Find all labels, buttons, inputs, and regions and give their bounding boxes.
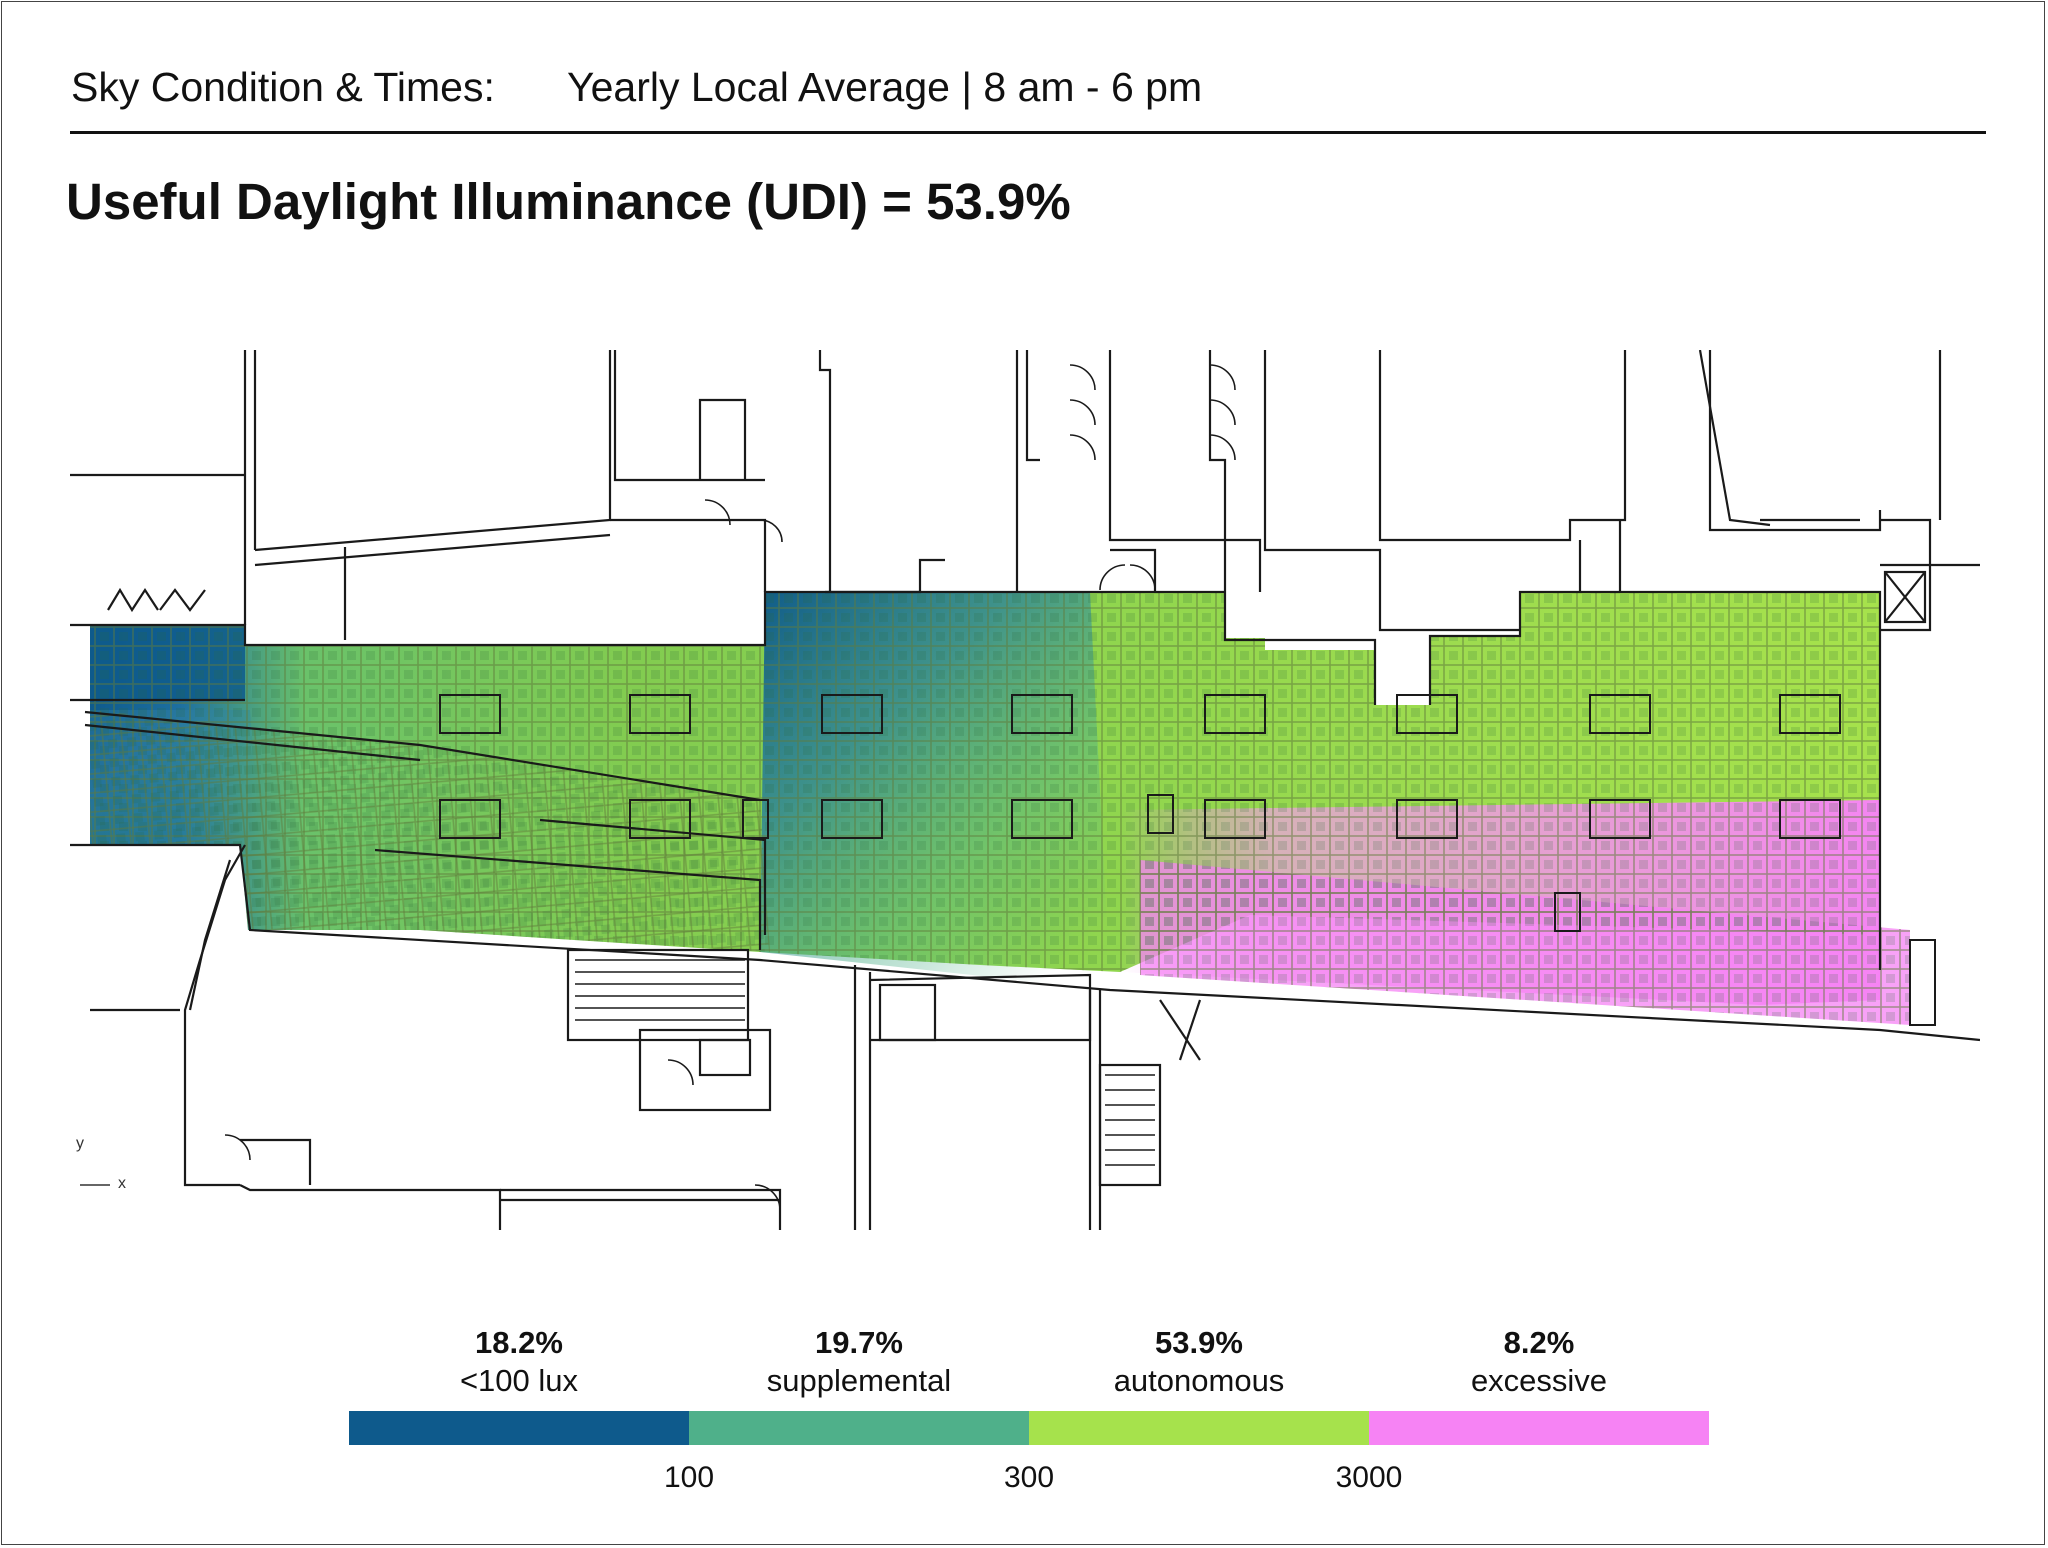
legend-swatch-autonomous [1029,1411,1369,1445]
legend-percent-supplemental: 19.7% [815,1325,903,1360]
legend-label-low: <100 lux [459,1363,579,1398]
udi-title-label: Useful Daylight Illuminance (UDI) = [66,173,912,230]
legend-percent-excessive: 8.2% [1503,1325,1575,1360]
legend-label-excessive: excessive [1470,1363,1608,1398]
legend-percent-low: 18.2% [475,1325,563,1360]
legend-swatch-low [349,1411,689,1445]
axis-y-label: y [76,1135,84,1152]
legend-swatch-supplemental [689,1411,1029,1445]
column-marks [439,694,1936,1026]
sky-condition-label: Sky Condition & Times: [71,64,495,110]
udi-title: Useful Daylight Illuminance (UDI) = 53.9… [66,172,1071,232]
legend-threshold-3000: 3000 [1335,1461,1403,1494]
stair-treads [575,959,1155,1166]
udi-title-value: 53.9% [926,173,1071,230]
sky-condition-value: Yearly Local Average | 8 am - 6 pm [567,64,1203,110]
legend-label-autonomous: autonomous [1113,1363,1285,1398]
axis-x-label: x [118,1175,126,1192]
legend-swatch-excessive [1369,1411,1709,1445]
udi-legend: 18.2% <100 lux 19.7% supplemental 53.9% … [349,1325,1709,1494]
sky-condition-row: Sky Condition & Times: Yearly Local Avera… [71,62,1202,112]
legend-percent-autonomous: 53.9% [1155,1325,1243,1360]
header-divider [70,131,1986,134]
legend-threshold-300: 300 [1003,1461,1055,1494]
door-swings [224,364,1236,1211]
heatmap-surface [90,592,1910,1025]
legend-threshold-100: 100 [663,1461,715,1494]
architectural-linework [70,350,1980,1230]
floor-plan-heatmap: y x [70,350,1980,1230]
legend-label-supplemental: supplemental [766,1363,952,1398]
heatmap-grid-overlay-south [1140,860,1910,1025]
heatmap-skewed-band [90,710,770,952]
